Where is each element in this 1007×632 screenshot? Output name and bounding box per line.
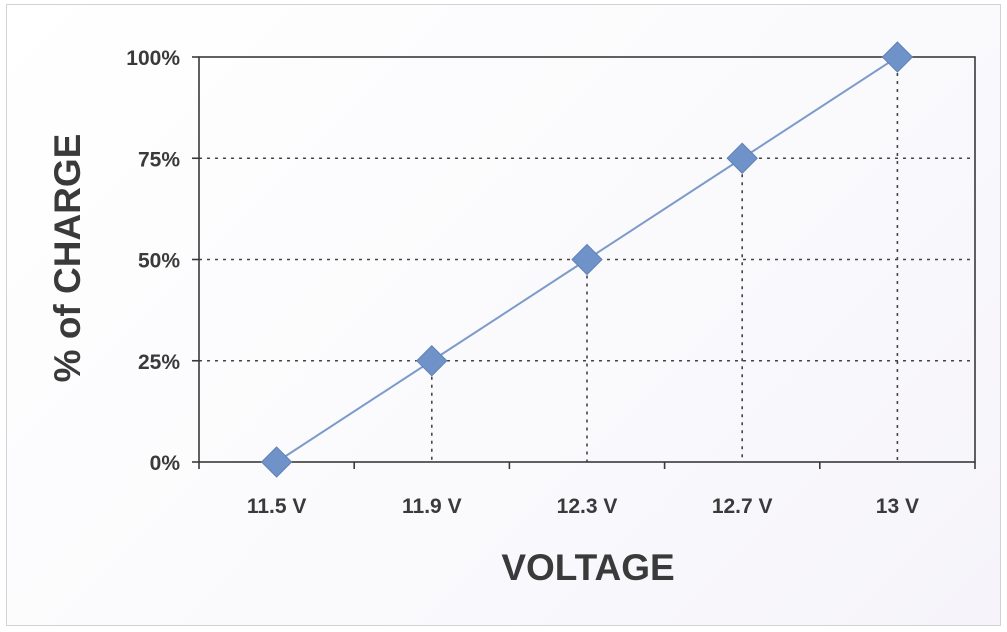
x-tick-label-0: 11.5 V (247, 495, 307, 518)
x-tick-labels: 11.5 V 11.9 V 12.3 V 12.7 V 13 V (247, 495, 919, 518)
x-axis-ticks (198, 462, 976, 469)
y-tick-label-2: 50% (138, 250, 180, 273)
data-point-0 (260, 446, 293, 478)
gridlines (199, 57, 975, 462)
data-point-2 (571, 243, 603, 276)
x-tick-label-3: 12.7 V (712, 495, 773, 518)
y-tick-label-3: 75% (138, 148, 180, 171)
data-point-1 (416, 345, 448, 377)
x-tick-label-1: 11.9 V (402, 495, 462, 518)
data-point-3 (726, 142, 758, 174)
y-axis-title: % of CHARGE (47, 134, 88, 383)
y-tick-label-1: 25% (138, 351, 180, 374)
data-markers (260, 41, 914, 478)
x-tick-label-4: 13 V (876, 495, 919, 518)
y-axis-ticks (192, 56, 199, 463)
data-point-4 (881, 41, 914, 73)
y-tick-label-4: 100% (126, 47, 180, 70)
y-tick-labels: 0% 25% 50% 75% 100% (126, 47, 180, 475)
y-tick-label-0: 0% (150, 452, 181, 475)
x-axis-title: VOLTAGE (501, 547, 674, 588)
x-tick-label-2: 12.3 V (557, 495, 618, 518)
